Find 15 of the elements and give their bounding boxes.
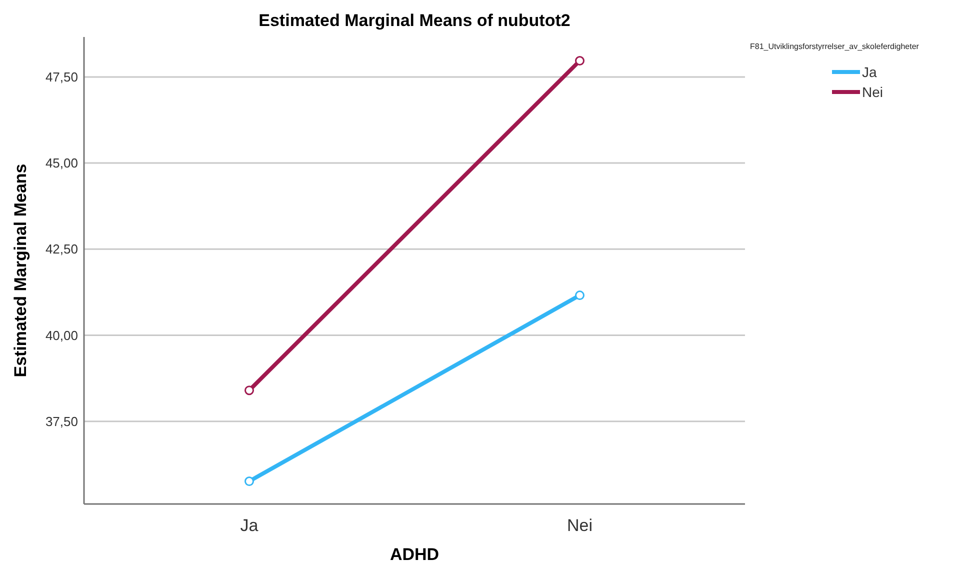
y-tick-label: 47,50 bbox=[45, 70, 78, 84]
y-tick-label: 40,00 bbox=[45, 328, 78, 343]
legend-title: F81_Utviklingsforstyrrelser_av_skoleferdigheter bbox=[750, 42, 920, 51]
legend-label: Ja bbox=[862, 64, 877, 80]
chart-title: Estimated Marginal Means of nubutot2 bbox=[258, 11, 570, 30]
x-axis-title: ADHD bbox=[390, 545, 440, 564]
point bbox=[244, 386, 254, 396]
point bbox=[244, 476, 254, 486]
y-tick-label: 42,50 bbox=[45, 242, 78, 257]
y-axis-title: Estimated Marginal Means bbox=[11, 164, 30, 378]
y-tick-label: 45,00 bbox=[45, 156, 78, 171]
point bbox=[575, 290, 584, 300]
point bbox=[575, 56, 584, 66]
y-tick-label: 37,50 bbox=[45, 414, 78, 429]
legend-label: Nei bbox=[862, 84, 884, 100]
